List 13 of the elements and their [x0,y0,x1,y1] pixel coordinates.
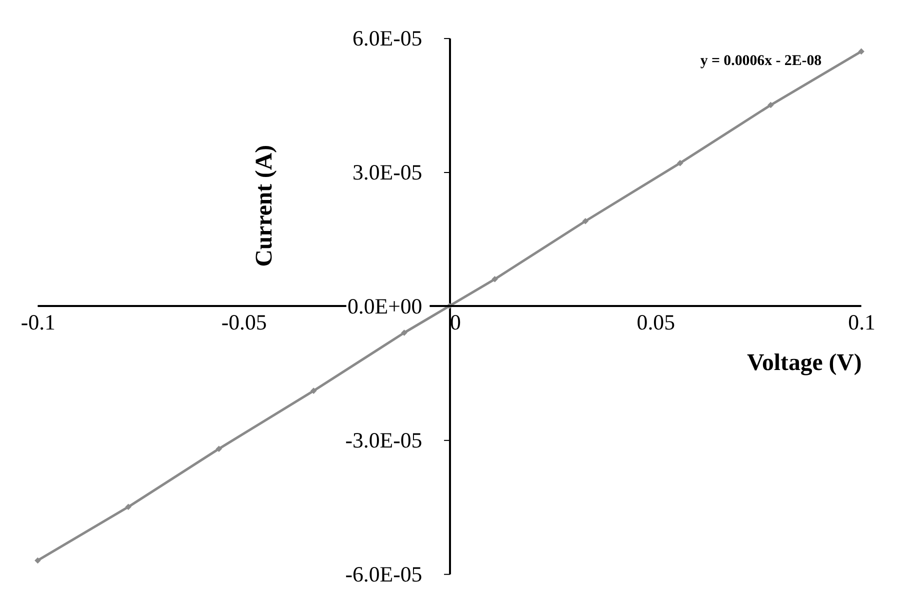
y-tick-label: -3.0E-05 [345,428,422,452]
x-tick-label: -0.05 [221,310,267,334]
x-tick-label: 0 [450,310,461,334]
x-tick-label: -0.1 [20,310,56,334]
y-tick-label: 6.0E-05 [352,26,422,50]
annotation: y = 0.0006x - 2E-08 [700,52,822,69]
x-tick-label: 0.1 [848,310,876,334]
y-tick-label: -6.0E-05 [345,562,422,586]
x-tick-label: 0.05 [636,310,676,334]
x-axis-title: Voltage (V) [747,350,862,376]
y-tick-label: 0.0E+00 [347,294,422,318]
y-tick-label: 3.0E-05 [352,160,422,184]
y-axis-title: Current (A) [251,144,278,267]
